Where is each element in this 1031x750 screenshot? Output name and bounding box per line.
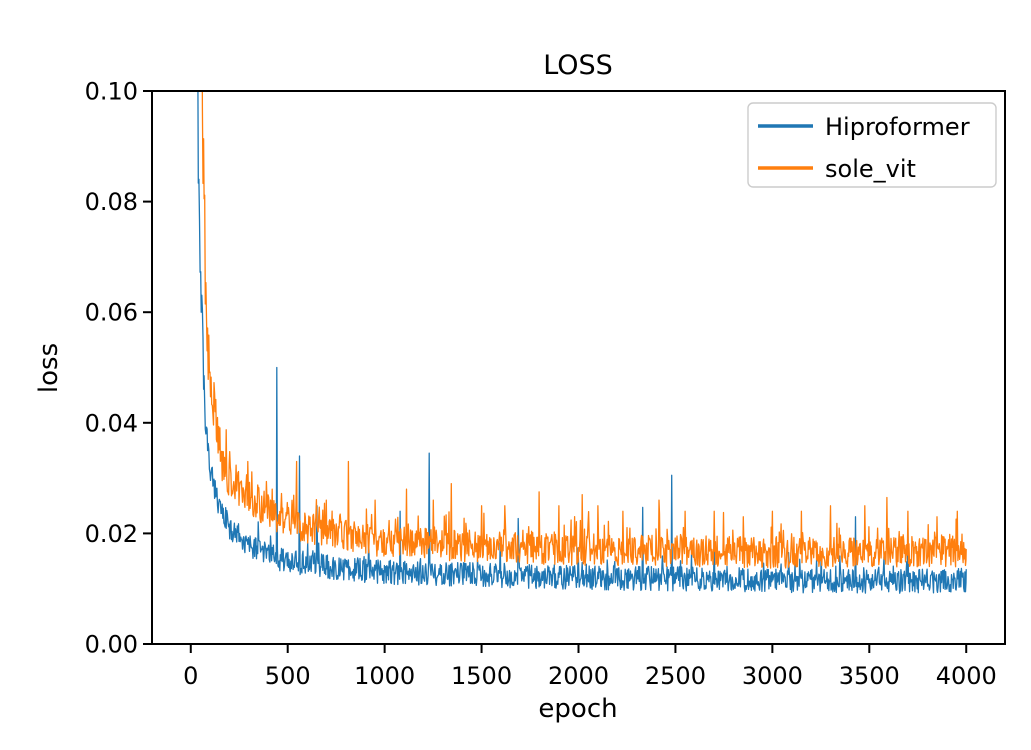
- y-tick-label: 0.10: [85, 78, 138, 106]
- series-line-hiproformer: [197, 91, 967, 594]
- x-tick-label: 4000: [936, 662, 997, 690]
- y-tick-label: 0.00: [85, 631, 138, 659]
- x-tick-label: 0: [183, 662, 198, 690]
- legend-label-sole-vit: sole_vit: [825, 155, 916, 183]
- series-line-sole-vit: [201, 91, 967, 569]
- x-tick-label: 500: [265, 662, 311, 690]
- legend-label-hiproformer: Hiproformer: [825, 113, 970, 141]
- x-tick-label: 2000: [548, 662, 609, 690]
- x-tick-label: 2500: [645, 662, 706, 690]
- y-tick-label: 0.02: [85, 520, 138, 548]
- legend: Hiproformer sole_vit: [747, 102, 997, 188]
- y-tick-label: 0.06: [85, 299, 138, 327]
- y-tick-label: 0.08: [85, 188, 138, 216]
- y-tick-label: 0.04: [85, 409, 138, 437]
- x-axis-ticks: 0 500 1000 1500 2000 2500 3000 3500 4000: [183, 644, 997, 690]
- plot-frame: [151, 90, 1006, 645]
- legend-box: [747, 102, 997, 188]
- x-axis-label: epoch: [538, 694, 617, 724]
- x-tick-label: 3000: [742, 662, 803, 690]
- x-tick-label: 1500: [451, 662, 512, 690]
- y-axis-label: loss: [34, 343, 64, 393]
- y-axis-ticks: 0.00 0.02 0.04 0.06 0.08 0.10: [85, 78, 152, 659]
- x-tick-label: 3500: [839, 662, 900, 690]
- x-tick-label: 1000: [354, 662, 415, 690]
- chart-title: LOSS: [543, 50, 613, 81]
- series-layer: [197, 91, 967, 594]
